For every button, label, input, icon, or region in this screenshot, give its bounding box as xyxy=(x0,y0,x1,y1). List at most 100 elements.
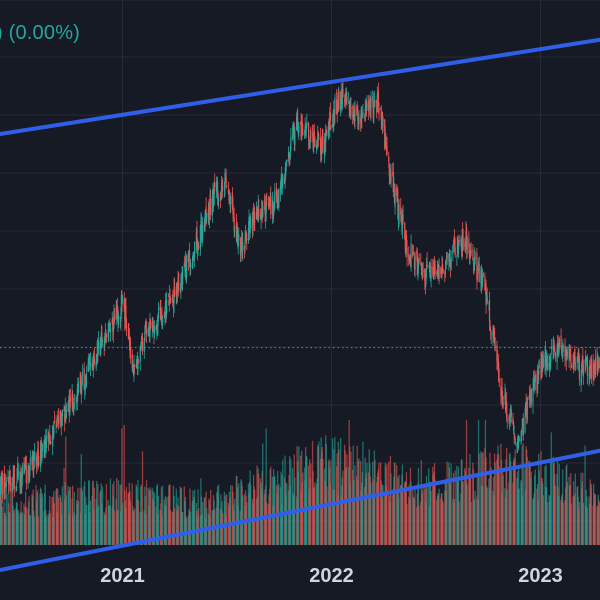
volume-bar xyxy=(258,473,260,545)
candle-body xyxy=(558,338,560,348)
candle-body xyxy=(16,467,18,483)
candle-body xyxy=(29,465,31,477)
candle-body xyxy=(410,243,412,268)
candle-body xyxy=(285,161,287,167)
candle-body xyxy=(412,244,414,256)
volume-bar xyxy=(326,486,328,545)
volume-bar xyxy=(526,457,528,545)
volume-bar xyxy=(386,464,388,545)
candle-body xyxy=(115,307,117,320)
candle-body xyxy=(330,125,332,128)
candle-body xyxy=(230,195,232,205)
volume-bar xyxy=(410,481,412,545)
candle-body xyxy=(224,173,226,189)
candle-body xyxy=(425,264,428,270)
candle-body xyxy=(446,252,448,260)
candle-body xyxy=(578,358,580,380)
candle-body xyxy=(244,238,246,248)
candle-body xyxy=(490,332,492,335)
volume-bar xyxy=(414,486,416,545)
candle-body xyxy=(307,123,310,141)
volume-bar xyxy=(462,480,464,545)
candle-body xyxy=(518,438,520,441)
candle-body xyxy=(444,270,447,274)
candle-body xyxy=(210,196,212,216)
candle-body xyxy=(497,361,499,365)
candle-body xyxy=(275,188,278,197)
candle-body xyxy=(194,241,196,258)
candle-body xyxy=(92,359,94,371)
candle-body xyxy=(89,362,92,368)
candle-body xyxy=(417,267,419,278)
volume-bar xyxy=(366,462,368,545)
trendline-layer[interactable] xyxy=(0,37,600,573)
candle-body xyxy=(55,424,57,426)
candle-body xyxy=(253,207,255,209)
price-change-readout: ) (0.00%) xyxy=(0,22,81,44)
volume-bar xyxy=(72,485,74,545)
candle-body xyxy=(266,198,268,200)
candle-body xyxy=(289,151,291,159)
candle-body xyxy=(478,264,480,282)
candle-body xyxy=(24,466,26,472)
candle-body xyxy=(377,91,380,106)
candle-body xyxy=(378,108,380,113)
candle-body xyxy=(549,362,551,366)
candle-body xyxy=(416,251,418,255)
candle-body xyxy=(49,434,51,437)
candle-body xyxy=(574,348,576,364)
candle-body xyxy=(191,262,193,266)
candle-body xyxy=(265,212,267,219)
candle-body xyxy=(390,173,392,182)
candle-body xyxy=(49,440,51,445)
candle-body xyxy=(504,394,507,411)
volume-bar xyxy=(250,484,252,545)
candle-body xyxy=(510,409,512,417)
candle-body xyxy=(192,257,194,264)
volume-bar xyxy=(590,483,593,545)
candle-body xyxy=(472,249,474,261)
candle-body xyxy=(368,100,370,113)
candle-body xyxy=(127,329,129,332)
candle-body xyxy=(129,342,131,349)
candle-body xyxy=(333,110,335,118)
volume-bar xyxy=(358,458,360,545)
volume-bar xyxy=(554,485,556,545)
candle-body xyxy=(61,410,64,417)
candle-body xyxy=(211,198,214,216)
volume-bar xyxy=(197,508,200,545)
candle-body xyxy=(45,435,47,448)
candle-body xyxy=(498,363,500,382)
volume-bar xyxy=(218,484,220,545)
volume-bar xyxy=(116,478,118,545)
candle-body xyxy=(382,117,384,127)
candle-body xyxy=(75,399,77,401)
candle-body xyxy=(556,347,558,363)
candle-body xyxy=(405,235,408,248)
volume-bar xyxy=(490,467,492,545)
volume-bar xyxy=(189,511,192,545)
volume-bar xyxy=(282,459,284,545)
candle-body xyxy=(450,257,452,270)
candle-body xyxy=(453,236,456,246)
candle-body xyxy=(76,389,78,403)
volume-bar xyxy=(254,489,256,545)
candle-body xyxy=(144,331,146,342)
volume-bar xyxy=(370,483,372,545)
upper-trendline[interactable] xyxy=(0,37,600,137)
volume-bar xyxy=(290,459,292,545)
candle-body xyxy=(550,346,552,350)
volume-bar xyxy=(494,462,496,545)
candle-body xyxy=(452,245,454,254)
candle-body xyxy=(316,143,318,149)
lower-trendline[interactable] xyxy=(0,448,600,573)
volume-bar xyxy=(141,451,144,545)
candle-body xyxy=(364,108,366,120)
volume-bar xyxy=(165,497,168,545)
volume-bar xyxy=(61,486,64,545)
candle-body xyxy=(36,464,38,468)
candle-body xyxy=(334,97,336,114)
candle-body xyxy=(95,360,97,368)
